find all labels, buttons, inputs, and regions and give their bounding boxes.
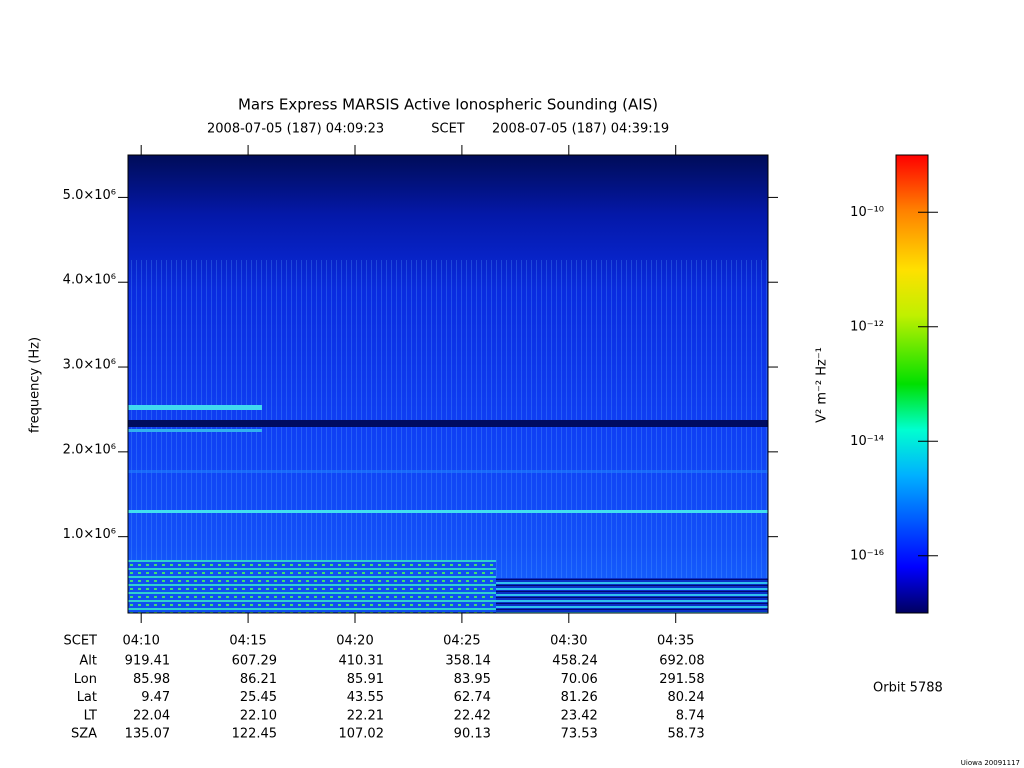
orbit: Orbit 5788 bbox=[873, 681, 943, 696]
colorbar-tick-label: 10⁻¹⁰ bbox=[850, 205, 884, 220]
colorbar-label: V² m⁻² Hz⁻¹ bbox=[815, 347, 830, 423]
title: Mars Express MARSIS Active Ionospheric S… bbox=[238, 96, 658, 114]
y-tick-label: 3.0×10⁶ bbox=[63, 358, 116, 373]
ephemeris-value: 90.13 bbox=[454, 727, 491, 742]
colorbar-tick-label: 10⁻¹⁴ bbox=[850, 434, 884, 449]
ephemeris-value: 9.47 bbox=[141, 690, 170, 705]
ephemeris-value: 607.29 bbox=[232, 654, 278, 669]
ephemeris-value: 22.21 bbox=[347, 708, 384, 723]
x-tick-label: 04:35 bbox=[657, 634, 694, 649]
x-tick-label: 04:30 bbox=[550, 634, 587, 649]
ephemeris-value: 58.73 bbox=[667, 727, 704, 742]
spectrogram bbox=[128, 155, 768, 613]
ephemeris-value: 23.42 bbox=[561, 708, 598, 723]
ephemeris-label: SCET bbox=[64, 634, 98, 649]
ephemeris-value: 22.42 bbox=[454, 708, 491, 723]
time-frame: SCET bbox=[431, 122, 465, 137]
x-tick-label: 04:25 bbox=[443, 634, 480, 649]
y-tick-label: 2.0×10⁶ bbox=[63, 442, 116, 457]
plot-frame bbox=[127, 154, 769, 614]
colorbar-tick-label: 10⁻¹⁶ bbox=[850, 548, 884, 563]
ephemeris-row-label: Lon bbox=[74, 672, 97, 687]
y-tick-label: 5.0×10⁶ bbox=[63, 188, 116, 203]
ephemeris-value: 25.45 bbox=[240, 690, 277, 705]
start-time: 2008-07-05 (187) 04:09:23 bbox=[207, 122, 384, 137]
ephemeris-row-label: LT bbox=[84, 708, 97, 723]
credit: Uiowa 20091117 bbox=[961, 759, 1020, 767]
ephemeris-value: 73.53 bbox=[561, 727, 598, 742]
ephemeris-value: 692.08 bbox=[659, 654, 705, 669]
ephemeris-value: 85.91 bbox=[347, 672, 384, 687]
y-tick-label: 4.0×10⁶ bbox=[63, 273, 116, 288]
ephemeris-value: 22.10 bbox=[240, 708, 277, 723]
ephemeris-value: 410.31 bbox=[338, 654, 384, 669]
y-tick-label: 1.0×10⁶ bbox=[63, 527, 116, 542]
ephemeris-value: 83.95 bbox=[454, 672, 491, 687]
ephemeris-value: 86.21 bbox=[240, 672, 277, 687]
ephemeris-value: 135.07 bbox=[125, 727, 171, 742]
ephemeris-value: 122.45 bbox=[232, 727, 278, 742]
ephemeris-row-label: SZA bbox=[71, 727, 97, 742]
ephemeris-value: 62.74 bbox=[454, 690, 491, 705]
y-axis-label: frequency (Hz) bbox=[28, 337, 43, 433]
ephemeris-value: 107.02 bbox=[338, 727, 384, 742]
ephemeris-value: 291.58 bbox=[659, 672, 705, 687]
end-time: 2008-07-05 (187) 04:39:19 bbox=[492, 122, 669, 137]
ephemeris-value: 8.74 bbox=[676, 708, 705, 723]
ephemeris-value: 22.04 bbox=[133, 708, 170, 723]
ephemeris-value: 919.41 bbox=[125, 654, 171, 669]
x-tick-label: 04:20 bbox=[336, 634, 373, 649]
ephemeris-value: 458.24 bbox=[552, 654, 598, 669]
colorbar bbox=[895, 154, 929, 614]
ephemeris-value: 81.26 bbox=[561, 690, 598, 705]
x-tick-label: 04:15 bbox=[229, 634, 266, 649]
colorbar-tick-label: 10⁻¹² bbox=[850, 319, 884, 334]
ephemeris-row-label: Lat bbox=[77, 690, 97, 705]
ephemeris-row-label: Alt bbox=[79, 654, 97, 669]
ephemeris-value: 358.14 bbox=[445, 654, 491, 669]
ephemeris-value: 70.06 bbox=[561, 672, 598, 687]
ephemeris-value: 80.24 bbox=[667, 690, 704, 705]
x-tick-label: 04:10 bbox=[122, 634, 159, 649]
ephemeris-value: 43.55 bbox=[347, 690, 384, 705]
ephemeris-value: 85.98 bbox=[133, 672, 170, 687]
